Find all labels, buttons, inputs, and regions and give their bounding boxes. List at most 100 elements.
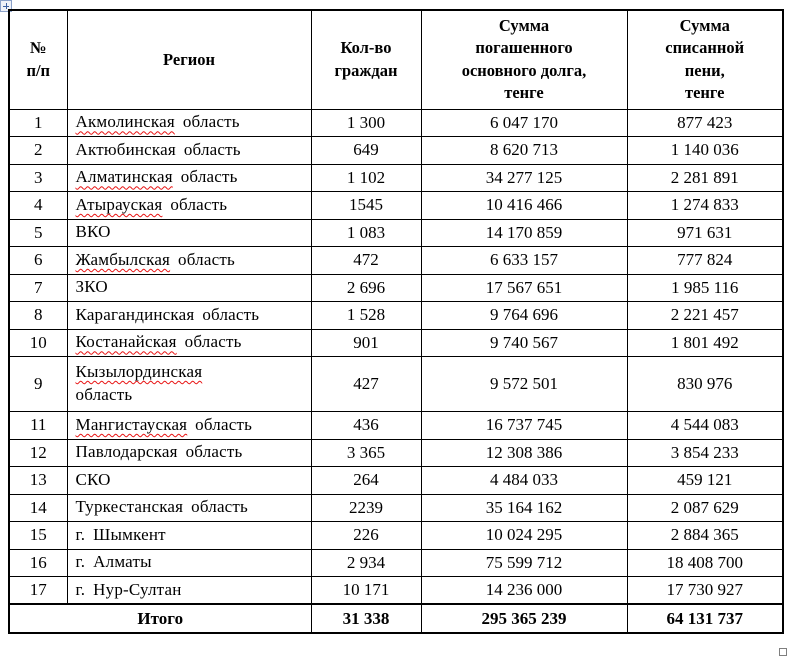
citizens-count-cell[interactable]: 427 bbox=[310, 356, 422, 412]
header-cell-num[interactable]: № п/п bbox=[8, 9, 68, 110]
written-off-penalty-cell[interactable]: 2 087 629 bbox=[626, 493, 784, 522]
repaid-debt-cell[interactable]: 6 047 170 bbox=[420, 108, 628, 137]
region-cell[interactable]: ЗКО bbox=[66, 273, 312, 302]
repaid-debt-cell[interactable]: 75 599 712 bbox=[420, 548, 628, 577]
repaid-debt-cell[interactable]: 12 308 386 bbox=[420, 438, 628, 467]
row-number-cell[interactable]: 9 bbox=[8, 356, 68, 412]
row-number-cell[interactable]: 7 bbox=[8, 273, 68, 302]
region-cell[interactable]: ВКО bbox=[66, 218, 312, 247]
repaid-debt-cell[interactable]: 8 620 713 bbox=[420, 136, 628, 165]
repaid-debt-cell[interactable]: 10 024 295 bbox=[420, 521, 628, 550]
repaid-debt-cell[interactable]: 4 484 033 bbox=[420, 466, 628, 495]
row-number-cell[interactable]: 17 bbox=[8, 576, 68, 605]
written-off-penalty-cell[interactable]: 1 140 036 bbox=[626, 136, 784, 165]
repaid-debt-cell[interactable]: 10 416 466 bbox=[420, 191, 628, 220]
written-off-penalty-cell[interactable]: 777 824 bbox=[626, 246, 784, 275]
row-number-cell[interactable]: 13 bbox=[8, 466, 68, 495]
citizens-count-cell[interactable]: 1545 bbox=[310, 191, 422, 220]
total-row: Итого 31 338 295 365 239 64 131 737 bbox=[8, 603, 784, 634]
header-cell-region[interactable]: Регион bbox=[66, 9, 312, 110]
table-body: 1 Акмолинская область 1 300 6 047 170 87… bbox=[8, 108, 784, 605]
region-cell[interactable]: г. Нур-Султан bbox=[66, 576, 312, 605]
citizens-count-cell[interactable]: 1 083 bbox=[310, 218, 422, 247]
region-name-rest: г. Нур-Султан bbox=[75, 579, 182, 599]
citizens-count-cell[interactable]: 2 696 bbox=[310, 273, 422, 302]
total-citizens-cell[interactable]: 31 338 bbox=[310, 603, 422, 634]
region-cell[interactable]: Павлодарская область bbox=[66, 438, 312, 467]
row-number-cell[interactable]: 8 bbox=[8, 301, 68, 330]
citizens-count-cell[interactable]: 901 bbox=[310, 328, 422, 357]
written-off-penalty-cell[interactable]: 17 730 927 bbox=[626, 576, 784, 605]
written-off-penalty-cell[interactable]: 459 121 bbox=[626, 466, 784, 495]
header-cell-penalty[interactable]: Сумма списанной пени, тенге bbox=[626, 9, 784, 110]
written-off-penalty-cell[interactable]: 1 801 492 bbox=[626, 328, 784, 357]
table-resize-handle-icon[interactable] bbox=[779, 648, 787, 656]
region-cell[interactable]: Туркестанская область bbox=[66, 493, 312, 522]
region-name-rest: область bbox=[170, 249, 235, 269]
row-number-cell[interactable]: 10 bbox=[8, 328, 68, 357]
repaid-debt-cell[interactable]: 35 164 162 bbox=[420, 493, 628, 522]
region-cell[interactable]: г. Шымкент bbox=[66, 521, 312, 550]
region-cell[interactable]: Кызылординская область bbox=[66, 356, 312, 412]
repaid-debt-cell[interactable]: 16 737 745 bbox=[420, 411, 628, 440]
row-number-cell[interactable]: 5 bbox=[8, 218, 68, 247]
region-name-rest: СКО bbox=[75, 469, 111, 489]
row-number-cell[interactable]: 2 bbox=[8, 136, 68, 165]
repaid-debt-cell[interactable]: 14 236 000 bbox=[420, 576, 628, 605]
citizens-count-cell[interactable]: 3 365 bbox=[310, 438, 422, 467]
row-number-cell[interactable]: 15 bbox=[8, 521, 68, 550]
row-number-cell[interactable]: 12 bbox=[8, 438, 68, 467]
citizens-count-cell[interactable]: 264 bbox=[310, 466, 422, 495]
repaid-debt-cell[interactable]: 9 764 696 bbox=[420, 301, 628, 330]
written-off-penalty-cell[interactable]: 4 544 083 bbox=[626, 411, 784, 440]
row-number-cell[interactable]: 1 bbox=[8, 108, 68, 137]
citizens-count-cell[interactable]: 1 102 bbox=[310, 163, 422, 192]
header-cell-debt[interactable]: Сумма погашенного основного долга, тенге bbox=[420, 9, 628, 110]
region-cell[interactable]: г. Алматы bbox=[66, 548, 312, 577]
row-number-cell[interactable]: 4 bbox=[8, 191, 68, 220]
region-cell[interactable]: СКО bbox=[66, 466, 312, 495]
written-off-penalty-cell[interactable]: 830 976 bbox=[626, 356, 784, 412]
citizens-count-cell[interactable]: 2239 bbox=[310, 493, 422, 522]
written-off-penalty-cell[interactable]: 971 631 bbox=[626, 218, 784, 247]
written-off-penalty-cell[interactable]: 2 221 457 bbox=[626, 301, 784, 330]
header-cell-citizens[interactable]: Кол-во граждан bbox=[310, 9, 422, 110]
written-off-penalty-cell[interactable]: 3 854 233 bbox=[626, 438, 784, 467]
region-cell[interactable]: Атырауская область bbox=[66, 191, 312, 220]
citizens-count-cell[interactable]: 649 bbox=[310, 136, 422, 165]
region-cell[interactable]: Костанайская область bbox=[66, 328, 312, 357]
citizens-count-cell[interactable]: 2 934 bbox=[310, 548, 422, 577]
citizens-count-cell[interactable]: 226 bbox=[310, 521, 422, 550]
row-number-cell[interactable]: 6 bbox=[8, 246, 68, 275]
written-off-penalty-cell[interactable]: 1 274 833 bbox=[626, 191, 784, 220]
row-number-cell[interactable]: 14 bbox=[8, 493, 68, 522]
repaid-debt-cell[interactable]: 34 277 125 bbox=[420, 163, 628, 192]
region-cell[interactable]: Акмолинская область bbox=[66, 108, 312, 137]
written-off-penalty-cell[interactable]: 2 884 365 bbox=[626, 521, 784, 550]
total-label-cell[interactable]: Итого bbox=[8, 603, 312, 634]
written-off-penalty-cell[interactable]: 2 281 891 bbox=[626, 163, 784, 192]
repaid-debt-cell[interactable]: 9 740 567 bbox=[420, 328, 628, 357]
row-number-cell[interactable]: 11 bbox=[8, 411, 68, 440]
row-number-cell[interactable]: 3 bbox=[8, 163, 68, 192]
region-cell[interactable]: Жамбылская область bbox=[66, 246, 312, 275]
citizens-count-cell[interactable]: 1 300 bbox=[310, 108, 422, 137]
written-off-penalty-cell[interactable]: 18 408 700 bbox=[626, 548, 784, 577]
repaid-debt-cell[interactable]: 6 633 157 bbox=[420, 246, 628, 275]
region-cell[interactable]: Алматинская область bbox=[66, 163, 312, 192]
region-cell[interactable]: Карагандинская область bbox=[66, 301, 312, 330]
row-number-cell[interactable]: 16 bbox=[8, 548, 68, 577]
region-cell[interactable]: Мангистауская область bbox=[66, 411, 312, 440]
total-debt-cell[interactable]: 295 365 239 bbox=[420, 603, 628, 634]
written-off-penalty-cell[interactable]: 1 985 116 bbox=[626, 273, 784, 302]
citizens-count-cell[interactable]: 472 bbox=[310, 246, 422, 275]
repaid-debt-cell[interactable]: 14 170 859 bbox=[420, 218, 628, 247]
citizens-count-cell[interactable]: 1 528 bbox=[310, 301, 422, 330]
citizens-count-cell[interactable]: 10 171 bbox=[310, 576, 422, 605]
repaid-debt-cell[interactable]: 9 572 501 bbox=[420, 356, 628, 412]
written-off-penalty-cell[interactable]: 877 423 bbox=[626, 108, 784, 137]
citizens-count-cell[interactable]: 436 bbox=[310, 411, 422, 440]
repaid-debt-cell[interactable]: 17 567 651 bbox=[420, 273, 628, 302]
region-cell[interactable]: Актюбинская область bbox=[66, 136, 312, 165]
total-penalty-cell[interactable]: 64 131 737 bbox=[626, 603, 784, 634]
